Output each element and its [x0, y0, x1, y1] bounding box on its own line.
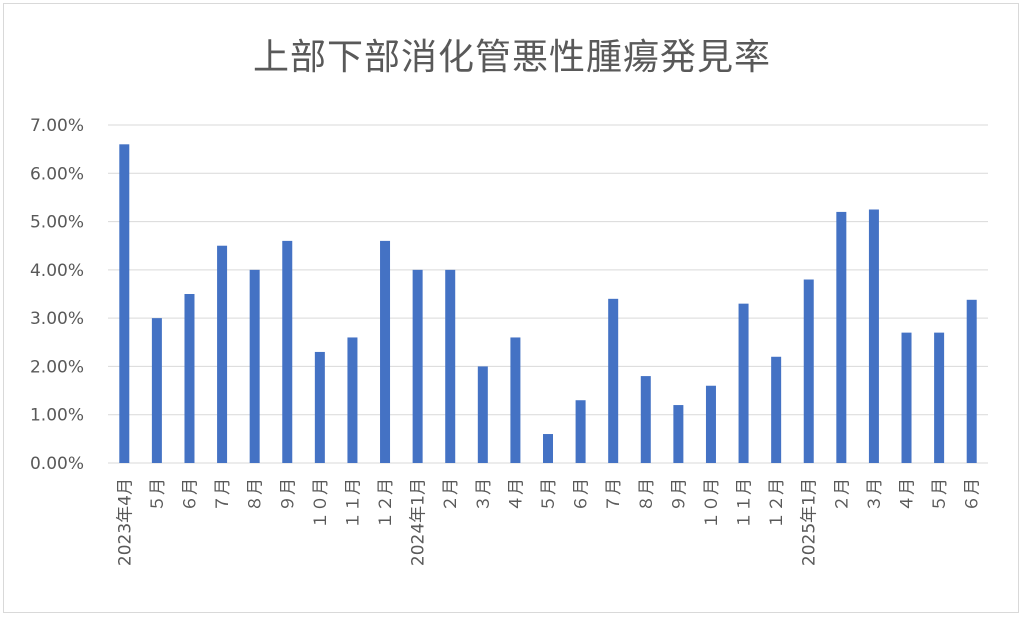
bar — [803, 279, 814, 463]
x-tick-label: ２月 — [441, 478, 461, 512]
y-tick-label: 6.00% — [30, 164, 84, 184]
x-tick-label: ６月 — [963, 478, 983, 512]
x-tick-label: 2025年1月 — [800, 478, 820, 566]
bar — [477, 366, 488, 463]
bar — [543, 434, 553, 463]
y-tick-label: 4.00% — [30, 261, 84, 281]
x-tick-label: ６月 — [180, 478, 200, 512]
x-tick-label: ３月 — [474, 478, 494, 512]
x-axis-ticks: 2023年4月 ５月 ６月 ７月 ８月 ９月 １０月 １１月 １２月 2024年1月 ２月 ３月 ４月 ５… — [115, 478, 982, 566]
x-tick-label: １２月 — [376, 478, 396, 529]
x-tick-label: ５月 — [539, 478, 559, 512]
x-tick-label: ６月 — [572, 478, 592, 512]
y-axis-ticks: 0.00% 1.00% 2.00% 3.00% 4.00% 5.00% 6.00% 7.00% — [30, 116, 84, 474]
bar — [868, 209, 879, 463]
x-tick-label: 2023年4月 — [115, 478, 135, 566]
bars — [119, 144, 977, 464]
x-tick-label: １１月 — [343, 478, 363, 529]
bar — [640, 376, 651, 463]
x-tick-label: ９月 — [278, 478, 298, 512]
x-tick-label: ２月 — [832, 478, 852, 512]
bar — [966, 299, 977, 463]
x-tick-label: ８月 — [246, 478, 266, 512]
chart-frame — [3, 3, 1019, 613]
x-tick-label: ４月 — [506, 478, 526, 512]
bar — [184, 294, 195, 463]
y-tick-label: 0.00% — [30, 454, 84, 474]
y-tick-label: 3.00% — [30, 309, 84, 329]
x-tick-label: １１月 — [735, 478, 755, 529]
bar — [380, 240, 391, 463]
bar — [771, 356, 782, 463]
bar — [217, 245, 228, 463]
y-tick-label: 5.00% — [30, 213, 84, 233]
bar — [510, 337, 521, 463]
x-tick-label: ７月 — [213, 478, 233, 512]
x-tick-label: ３月 — [865, 478, 885, 512]
bar — [738, 303, 749, 463]
x-tick-label: ８月 — [637, 478, 657, 512]
x-tick-label: ４月 — [898, 478, 918, 512]
x-tick-label: １０月 — [311, 478, 331, 529]
y-tick-label: 2.00% — [30, 357, 84, 377]
y-tick-label: 7.00% — [30, 116, 84, 136]
bar — [412, 269, 423, 463]
bar — [673, 405, 684, 463]
x-tick-label: ５月 — [930, 478, 950, 512]
x-tick-label: 2024年1月 — [409, 478, 429, 566]
gridlines — [108, 124, 988, 464]
y-tick-label: 1.00% — [30, 406, 84, 426]
chart-title: 上部下部消化管悪性腫瘍発見率 — [252, 37, 771, 78]
x-tick-label: ７月 — [604, 478, 624, 512]
x-tick-label: ９月 — [669, 478, 689, 512]
bar — [575, 400, 586, 463]
bar — [934, 332, 945, 463]
bar — [282, 240, 293, 463]
bar — [314, 351, 325, 463]
x-tick-label: １２月 — [767, 478, 787, 529]
bar — [836, 211, 847, 463]
bar — [705, 385, 716, 463]
bar — [151, 318, 162, 463]
bar — [347, 337, 358, 463]
bar — [608, 298, 619, 463]
bar — [119, 144, 130, 464]
x-tick-label: ５月 — [148, 478, 168, 512]
bar — [901, 332, 912, 463]
bar — [445, 269, 456, 463]
x-tick-label: １０月 — [702, 478, 722, 529]
bar — [249, 269, 260, 463]
